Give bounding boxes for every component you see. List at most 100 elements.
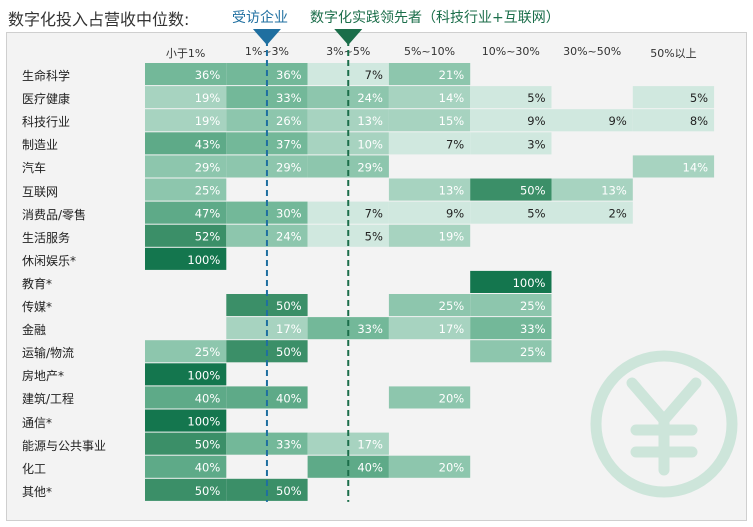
cell-value-label: 40%: [357, 461, 383, 475]
cell-value-label: 43%: [195, 137, 221, 151]
heatmap-cell: [145, 340, 227, 363]
row-label: 通信*: [22, 415, 53, 430]
heatmap-cell: [388, 455, 471, 478]
heatmap-cell: [470, 270, 552, 293]
heatmap-cell: [307, 86, 389, 109]
cell-value-label: 13%: [439, 184, 465, 198]
cell-value-label: 100%: [187, 253, 220, 267]
cell-value-label: 36%: [195, 68, 221, 82]
row-label: 金融: [22, 323, 47, 338]
cell-value-label: 13%: [357, 114, 383, 128]
row-label: 教育*: [22, 276, 53, 291]
heatmap-cell: [145, 409, 227, 432]
heatmap-cell: [632, 86, 715, 109]
cell-value-label: 17%: [276, 322, 302, 336]
cell-value-label: 17%: [357, 438, 383, 452]
cell-value-label: 40%: [195, 461, 221, 475]
heatmap-cell: [551, 109, 633, 132]
row-label: 制造业: [22, 138, 59, 153]
cell-value-label: 52%: [195, 230, 221, 244]
heatmap-cell: [145, 201, 227, 224]
heatmap-cell: [388, 201, 471, 224]
cell-value-label: 25%: [520, 299, 546, 313]
row-label: 建筑/工程: [22, 392, 75, 407]
heatmap-cell: [145, 178, 227, 201]
heatmap-cell: [226, 478, 308, 501]
cell-value-label: 24%: [357, 91, 383, 105]
heatmap-cell: [145, 478, 227, 501]
cell-value-label: 33%: [520, 322, 546, 336]
cell-value-label: 20%: [439, 461, 465, 475]
heatmap-cell: [145, 363, 227, 386]
heatmap-cell: [388, 294, 471, 317]
cell-value-label: 14%: [683, 160, 709, 174]
cell-value-label: 7%: [365, 207, 383, 221]
heatmap-cell: [226, 86, 308, 109]
cell-value-label: 7%: [446, 137, 464, 151]
heatmap-cell: [145, 132, 227, 155]
column-header: 小于1%: [165, 47, 206, 60]
heatmap-cell: [388, 132, 471, 155]
heatmap-cell: [145, 432, 227, 455]
heatmap-cell: [307, 155, 389, 178]
cell-value-label: 14%: [439, 91, 465, 105]
cell-value-label: 10%: [357, 137, 383, 151]
cell-value-label: 25%: [439, 299, 465, 313]
heatmap-cell: [145, 224, 227, 247]
row-label: 房地产*: [22, 369, 65, 384]
heatmap-cell: [145, 455, 227, 478]
cell-value-label: 50%: [276, 484, 302, 498]
cell-value-label: 5%: [527, 207, 545, 221]
median-marker-triangle: [252, 29, 281, 45]
row-label: 传媒*: [22, 300, 53, 314]
heatmap-cell: [388, 109, 471, 132]
chart-title: 数字化投入占营收中位数:: [8, 10, 190, 29]
cell-value-label: 5%: [365, 230, 383, 244]
row-label: 科技行业: [22, 115, 71, 130]
heatmap-cell: [388, 86, 471, 109]
heatmap-cell: [388, 386, 471, 409]
heatmap-cell: [470, 317, 552, 340]
cell-value-label: 33%: [276, 438, 302, 452]
cell-value-label: 100%: [513, 276, 546, 290]
cell-value-label: 33%: [357, 322, 383, 336]
row-label: 运输/物流: [22, 346, 75, 361]
cell-value-label: 24%: [276, 230, 302, 244]
column-header: 30%~50%: [563, 45, 622, 58]
cell-value-label: 100%: [187, 368, 220, 382]
row-label: 其他*: [22, 484, 53, 499]
cell-value-label: 8%: [690, 114, 708, 128]
cell-value-label: 5%: [690, 91, 708, 105]
cell-value-label: 15%: [439, 114, 465, 128]
cell-value-label: 3%: [527, 137, 545, 151]
row-label: 能源与公共事业: [22, 438, 107, 453]
cell-value-label: 50%: [195, 484, 221, 498]
cell-value-label: 37%: [276, 137, 302, 151]
cell-value-label: 13%: [601, 184, 627, 198]
heatmap-cell: [145, 155, 227, 178]
row-label: 医疗健康: [22, 92, 71, 107]
cell-value-label: 29%: [195, 160, 221, 174]
row-label: 消费品/零售: [22, 207, 87, 222]
row-label: 互联网: [22, 184, 59, 199]
heatmap-cell: [632, 155, 715, 178]
cell-value-label: 2%: [609, 207, 627, 221]
median-marker-triangle: [334, 29, 363, 45]
cell-value-label: 25%: [195, 345, 221, 359]
cell-value-label: 5%: [527, 91, 545, 105]
cell-value-label: 50%: [276, 299, 302, 313]
heatmap-cell: [145, 247, 227, 270]
heatmap-cell: [145, 86, 227, 109]
heatmap-cell: [388, 178, 471, 201]
column-header: 50%以上: [650, 47, 697, 60]
cell-value-label: 47%: [195, 207, 221, 221]
heatmap-cell: [470, 132, 552, 155]
cell-value-label: 21%: [439, 68, 465, 82]
heatmap-cell: [307, 317, 389, 340]
cell-value-label: 50%: [276, 345, 302, 359]
cell-value-label: 30%: [276, 207, 302, 221]
heatmap-cell: [388, 224, 471, 247]
heatmap-cell: [226, 155, 308, 178]
column-header: 10%~30%: [481, 45, 540, 58]
